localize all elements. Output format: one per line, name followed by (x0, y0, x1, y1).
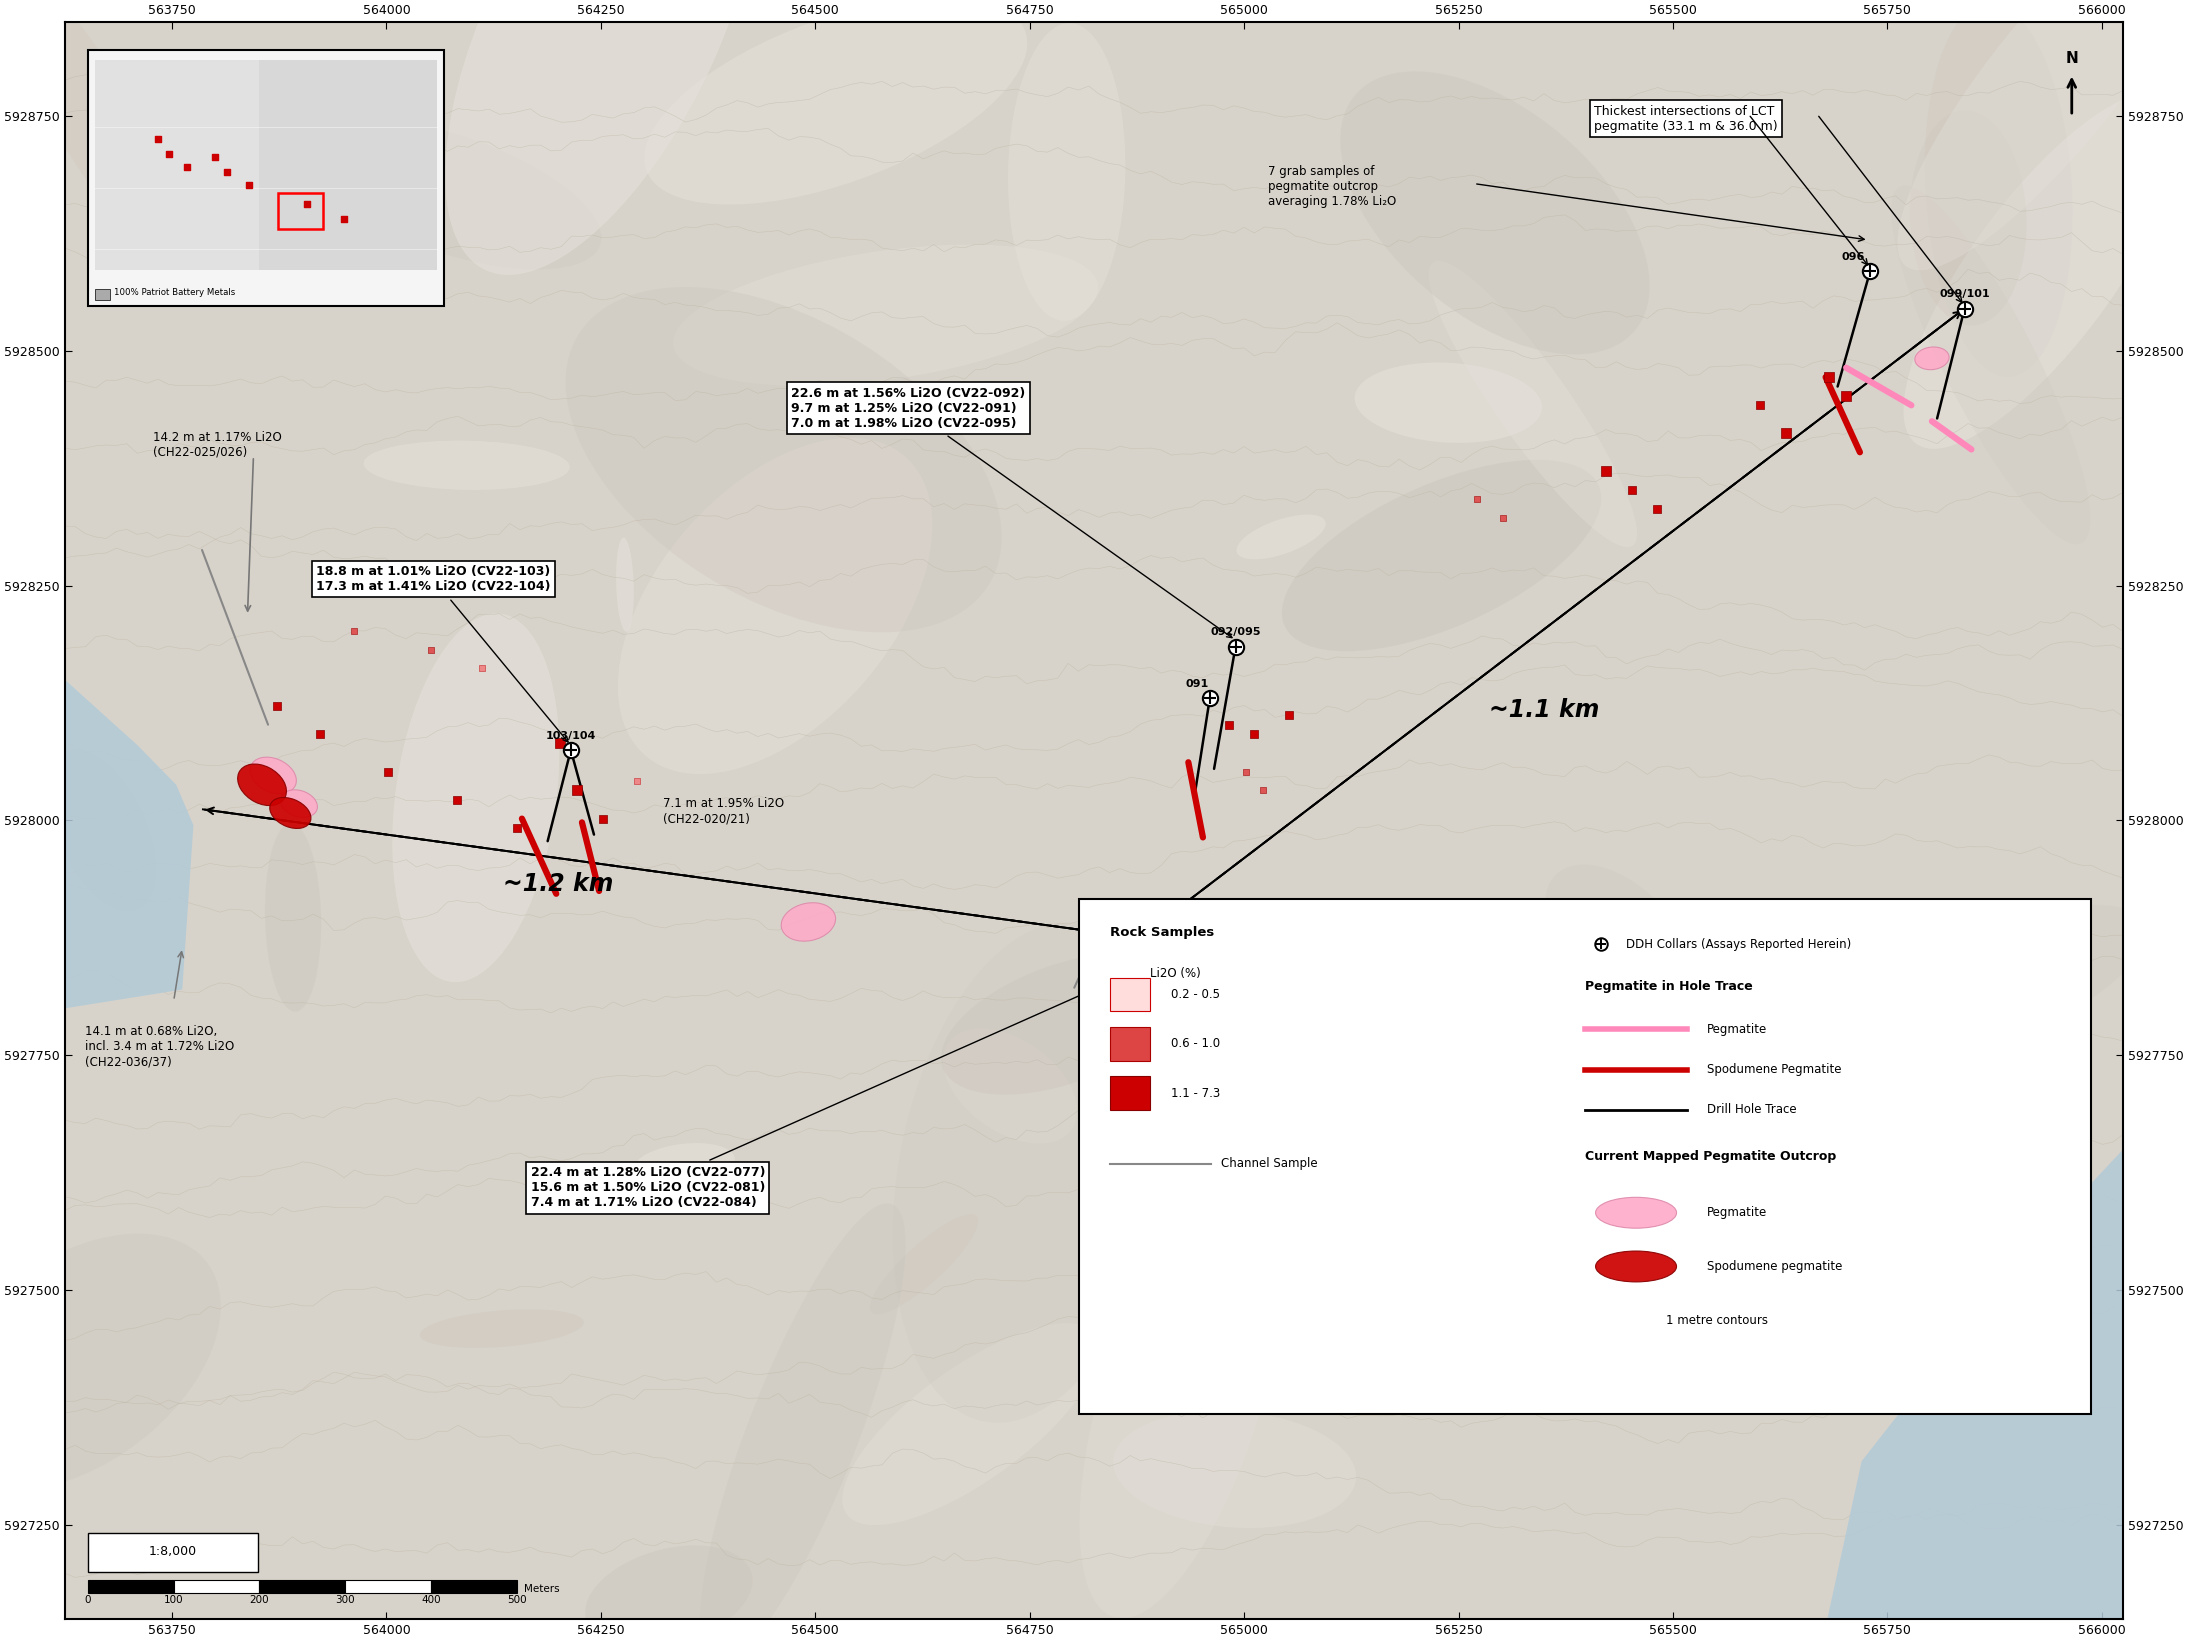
Ellipse shape (1910, 110, 2026, 325)
Point (326, 207, 361, 233)
Point (232, 172, 267, 199)
Text: 500: 500 (508, 1595, 527, 1605)
Polygon shape (66, 679, 193, 1008)
Bar (260, 1580, 346, 1593)
Point (302, 720, 337, 747)
Ellipse shape (617, 538, 635, 632)
Text: 099/101: 099/101 (1939, 289, 1989, 299)
Text: 200: 200 (249, 1595, 269, 1605)
Ellipse shape (1855, 904, 2146, 1063)
Ellipse shape (1925, 3, 2072, 377)
Point (1186, 975, 1221, 1001)
Ellipse shape (1114, 1411, 1357, 1528)
Ellipse shape (1851, 1081, 2015, 1360)
Text: 0.6 - 1.0: 0.6 - 1.0 (1171, 1037, 1219, 1050)
Point (1459, 486, 1494, 512)
Text: 14.1 m at 0.68% Li2O,
incl. 3.4 m at 1.72% Li2O
(CH22-036/37): 14.1 m at 0.68% Li2O, incl. 3.4 m at 1.7… (85, 1026, 234, 1068)
Ellipse shape (1595, 1250, 1676, 1282)
Ellipse shape (392, 614, 560, 981)
Point (1227, 758, 1262, 784)
Ellipse shape (943, 1029, 1076, 1144)
Point (168, 154, 203, 181)
Point (151, 141, 186, 167)
Text: 1 metre contours: 1 metre contours (1667, 1314, 1768, 1326)
Bar (94, 289, 109, 300)
Point (1116, 985, 1151, 1011)
Ellipse shape (249, 757, 295, 794)
Text: Rock Samples: Rock Samples (1109, 926, 1214, 939)
Ellipse shape (842, 1323, 1098, 1524)
Text: Spodumene pegmatite: Spodumene pegmatite (1707, 1260, 1842, 1273)
Ellipse shape (1545, 865, 1694, 1016)
Ellipse shape (643, 0, 1026, 205)
Point (1588, 458, 1623, 484)
Ellipse shape (1429, 261, 1637, 546)
Bar (1109, 978, 1151, 1011)
Ellipse shape (941, 953, 1186, 1095)
Ellipse shape (1103, 940, 1188, 1021)
Text: 400: 400 (422, 1595, 440, 1605)
Point (1212, 993, 1247, 1019)
Ellipse shape (1197, 912, 1230, 1035)
Bar (346, 1580, 431, 1593)
Ellipse shape (265, 824, 322, 1012)
Text: 085/088: 085/088 (1241, 934, 1291, 945)
Ellipse shape (295, 118, 602, 269)
Point (619, 768, 654, 794)
Text: 100: 100 (164, 1595, 184, 1605)
Point (1101, 965, 1136, 991)
Ellipse shape (363, 441, 569, 491)
Ellipse shape (48, 748, 158, 912)
Ellipse shape (1904, 92, 2184, 450)
Text: 082/084: 082/084 (1171, 927, 1223, 939)
Bar (88, 1533, 258, 1572)
Text: 092/095: 092/095 (1210, 627, 1260, 637)
Point (289, 190, 324, 217)
Text: Spodumene Pegmatite: Spodumene Pegmatite (1707, 1063, 1842, 1076)
Text: 7 grab samples of
pegmatite outcrop
averaging 1.78% Li₂O: 7 grab samples of pegmatite outcrop aver… (1269, 164, 1396, 208)
Ellipse shape (420, 1310, 584, 1347)
Ellipse shape (280, 789, 317, 817)
Point (1744, 392, 1779, 418)
Point (197, 144, 232, 171)
Ellipse shape (1236, 515, 1326, 560)
Text: N: N (2065, 51, 2079, 66)
Text: 22.4 m at 1.28% Li2O (CV22-077)
15.6 m at 1.50% Li2O (CV22-081)
7.4 m at 1.71% L: 22.4 m at 1.28% Li2O (CV22-077) 15.6 m a… (529, 970, 1136, 1209)
Text: 300: 300 (335, 1595, 354, 1605)
Bar (88, 51, 444, 305)
Point (337, 617, 372, 643)
Text: 0: 0 (85, 1595, 92, 1605)
Text: Meters: Meters (523, 1584, 560, 1593)
Bar (1079, 899, 2092, 1415)
Text: Li2O (%): Li2O (%) (1151, 967, 1201, 980)
Point (466, 655, 501, 681)
Ellipse shape (869, 1214, 978, 1314)
Text: 1.1 - 7.3: 1.1 - 7.3 (1171, 1086, 1219, 1099)
Text: ~1.2 km: ~1.2 km (503, 873, 613, 896)
Ellipse shape (1914, 346, 1950, 369)
Ellipse shape (1282, 459, 1602, 651)
Text: Pegmatite: Pegmatite (1707, 1022, 1768, 1035)
Point (140, 125, 175, 151)
Ellipse shape (1354, 363, 1543, 443)
Point (1768, 420, 1803, 446)
Bar (94, 59, 438, 271)
Ellipse shape (893, 922, 1171, 1423)
Text: Thickest intersections of LCT
pegmatite (33.1 m & 36.0 m): Thickest intersections of LCT pegmatite … (1595, 105, 1777, 133)
Text: Pegmatite in Hole Trace: Pegmatite in Hole Trace (1586, 980, 1753, 993)
Text: Pegmatite: Pegmatite (1707, 1206, 1768, 1219)
Polygon shape (1827, 1149, 2122, 1620)
Bar (278, 194, 324, 228)
Ellipse shape (238, 765, 287, 806)
Bar (1109, 1027, 1151, 1060)
Text: 18.8 m at 1.01% Li2O (CV22-103)
17.3 m at 1.41% Li2O (CV22-104): 18.8 m at 1.01% Li2O (CV22-103) 17.3 m a… (315, 565, 569, 742)
Text: Drill Hole Trace: Drill Hole Trace (1707, 1103, 1796, 1116)
Text: 13.1 m at 1.57% Li2O (CH22-017), &
10.5 m at 1.53% Li2O (CH22-018/19): 13.1 m at 1.57% Li2O (CH22-017), & 10.5 … (1186, 1142, 1405, 1170)
Ellipse shape (781, 903, 836, 942)
Text: 1:8,000: 1:8,000 (149, 1544, 197, 1557)
Bar (431, 1580, 516, 1593)
Point (1271, 702, 1306, 729)
Text: Channel Sample: Channel Sample (1221, 1157, 1317, 1170)
Point (370, 758, 405, 784)
Ellipse shape (269, 798, 311, 829)
